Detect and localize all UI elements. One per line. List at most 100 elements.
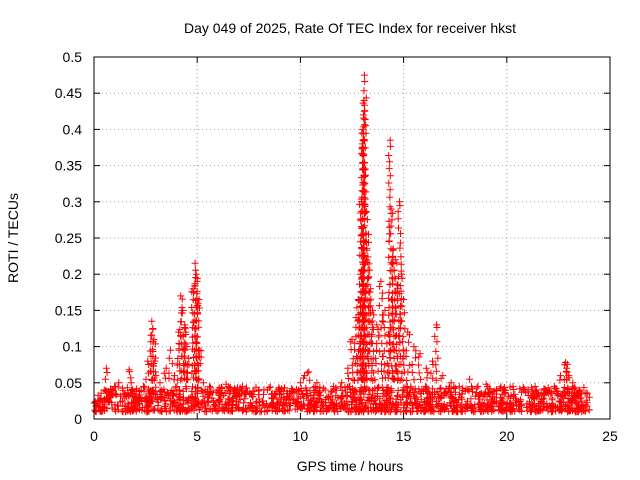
baseline-point <box>456 391 464 399</box>
data-point <box>189 318 197 326</box>
data-point <box>437 374 445 382</box>
data-point <box>396 310 404 318</box>
baseline-scatter <box>90 382 593 416</box>
baseline-point <box>417 390 425 397</box>
baseline-point <box>411 385 419 393</box>
data-point <box>103 369 111 376</box>
baseline-point <box>170 398 178 406</box>
data-point <box>398 317 406 325</box>
data-point <box>398 302 406 310</box>
data-point <box>177 376 185 384</box>
baseline-point <box>409 407 417 415</box>
baseline-point <box>272 408 280 415</box>
baseline-point <box>309 395 317 403</box>
baseline-point <box>167 401 175 409</box>
data-point <box>433 338 441 346</box>
baseline-point <box>149 397 157 405</box>
baseline-point <box>199 392 207 400</box>
data-point <box>195 296 203 304</box>
grid-lines <box>94 57 610 419</box>
baseline-point <box>417 396 425 404</box>
data-point <box>193 287 201 295</box>
baseline-point <box>527 384 535 392</box>
baseline-point <box>558 399 566 407</box>
baseline-point <box>130 392 138 400</box>
y-tick-label: 0.25 <box>55 230 82 246</box>
data-point <box>367 318 375 326</box>
y-tick-labels: 0 0.05 0.1 0.15 0.2 0.25 0.3 0.35 0.4 0.45 0.5 <box>55 49 82 427</box>
baseline-point <box>331 408 339 416</box>
data-point <box>338 379 346 387</box>
baseline-point <box>293 398 301 406</box>
baseline-point <box>242 384 250 392</box>
baseline-point <box>154 402 162 409</box>
y-tick-label: 0 <box>74 411 82 427</box>
baseline-point <box>191 384 199 392</box>
baseline-point <box>557 403 565 411</box>
baseline-point <box>399 387 407 395</box>
baseline-point <box>233 404 241 411</box>
data-point <box>562 359 570 366</box>
baseline-point <box>530 394 538 402</box>
data-point <box>214 386 222 394</box>
baseline-point <box>248 393 256 401</box>
baseline-point <box>202 407 210 415</box>
data-point <box>193 317 201 325</box>
x-tick-label: 5 <box>193 428 201 444</box>
baseline-point <box>349 398 357 405</box>
data-point <box>183 343 191 351</box>
baseline-point <box>327 387 335 395</box>
data-point <box>394 296 402 304</box>
baseline-point <box>490 394 498 402</box>
data-point <box>178 309 185 317</box>
baseline-point <box>356 396 364 404</box>
baseline-point <box>413 393 421 401</box>
baseline-point <box>180 394 187 402</box>
baseline-point <box>559 387 567 395</box>
baseline-point <box>565 407 573 415</box>
data-point <box>519 386 527 394</box>
baseline-point <box>145 406 153 414</box>
data-point <box>434 354 442 362</box>
baseline-point <box>222 400 230 408</box>
data-point <box>405 338 413 346</box>
baseline-point <box>497 383 505 391</box>
baseline-point <box>192 394 199 402</box>
data-point <box>374 326 382 333</box>
baseline-point <box>425 398 433 406</box>
baseline-point <box>530 400 538 408</box>
data-point <box>386 142 394 150</box>
data-point <box>385 217 393 225</box>
data-point <box>181 346 189 354</box>
x-tick-label: 20 <box>499 428 515 444</box>
baseline-point <box>373 384 381 392</box>
baseline-point <box>497 394 505 402</box>
data-point <box>392 362 400 370</box>
data-point <box>365 273 373 281</box>
data-point <box>386 136 394 144</box>
baseline-point <box>337 395 345 403</box>
data-point <box>387 222 395 230</box>
baseline-point <box>458 401 466 409</box>
data-point <box>147 331 155 339</box>
data-point <box>400 296 408 303</box>
baseline-point <box>423 383 431 391</box>
data-point <box>361 179 369 187</box>
baseline-point <box>475 395 483 403</box>
baseline-point <box>334 394 342 402</box>
data-point <box>366 288 374 296</box>
baseline-point <box>252 399 260 407</box>
baseline-point <box>316 391 324 399</box>
data-point <box>135 397 143 405</box>
y-tick-label: 0.1 <box>63 339 83 355</box>
data-point <box>540 386 548 394</box>
baseline-point <box>206 390 214 398</box>
baseline-point <box>168 386 176 394</box>
data-point <box>365 238 372 246</box>
data-point <box>359 268 367 276</box>
baseline-point <box>229 393 237 401</box>
baseline-point <box>207 387 215 395</box>
data-point <box>395 224 402 232</box>
baseline-point <box>434 401 442 409</box>
baseline-point <box>211 401 219 409</box>
